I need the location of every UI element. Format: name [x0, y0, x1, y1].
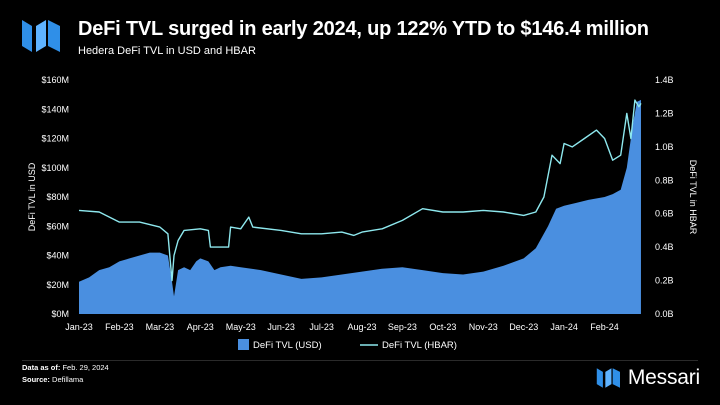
legend-usd-label: DeFi TVL (USD) [253, 340, 322, 351]
messari-logo [22, 18, 62, 54]
usd-tvl-area [79, 99, 641, 315]
x-tick-label: Jan-23 [65, 322, 93, 332]
data-as-of-note: Data as of: Feb. 29, 2024 [22, 363, 109, 372]
y-left-tick-label: $140M [41, 104, 69, 114]
x-tick-label: Oct-23 [429, 322, 456, 332]
y-right-axis-title: DeFi TVL in HBAR [688, 160, 698, 235]
data-as-of-value: Feb. 29, 2024 [62, 363, 109, 372]
source-value: Defillama [52, 375, 84, 384]
messari-brand-icon [596, 368, 620, 388]
y-right-tick-label: 0.8B [655, 175, 674, 185]
y-left-tick-label: $60M [46, 221, 69, 231]
y-right-tick-label: 1.2B [655, 108, 674, 118]
source-label: Source: [22, 375, 50, 384]
x-tick-label: May-23 [226, 322, 256, 332]
x-tick-label: Apr-23 [187, 322, 214, 332]
y-left-tick-label: $160M [41, 75, 69, 85]
x-tick-label: Jan-24 [550, 322, 578, 332]
x-tick-label: Sep-23 [388, 322, 417, 332]
messari-logo-icon [22, 20, 60, 52]
y-right-tick-label: 1.4B [655, 75, 674, 85]
y-left-tick-label: $120M [41, 134, 69, 144]
footer-divider [22, 360, 698, 361]
y-left-tick-label: $80M [46, 192, 69, 202]
x-tick-label: Jul-23 [309, 322, 334, 332]
brand: Messari [596, 366, 700, 390]
x-tick-label: Mar-23 [146, 322, 175, 332]
chart-subtitle: Hedera DeFi TVL in USD and HBAR [78, 45, 256, 57]
legend-usd-swatch [238, 339, 249, 350]
x-tick-label: Feb-24 [590, 322, 619, 332]
y-right-tick-label: 0.4B [655, 242, 674, 252]
x-tick-label: Aug-23 [347, 322, 376, 332]
x-tick-label: Nov-23 [469, 322, 498, 332]
legend-hbar-label: DeFi TVL (HBAR) [382, 340, 457, 351]
y-left-axis-title: DeFi TVL in USD [27, 162, 37, 231]
x-tick-label: Feb-23 [105, 322, 134, 332]
y-left-tick-label: $100M [41, 163, 69, 173]
y-left-tick-label: $0M [51, 309, 69, 319]
y-right-tick-label: 0.0B [655, 309, 674, 319]
data-as-of-label: Data as of: [22, 363, 61, 372]
y-right-tick-label: 0.2B [655, 276, 674, 286]
y-right-tick-label: 1.0B [655, 142, 674, 152]
source-note: Source: Defillama [22, 375, 83, 384]
y-left-tick-label: $40M [46, 251, 69, 261]
brand-name: Messari [627, 366, 700, 389]
hbar-tvl-line [78, 99, 642, 282]
y-right-tick-label: 0.6B [655, 209, 674, 219]
x-tick-label: Dec-23 [509, 322, 538, 332]
y-left-tick-label: $20M [46, 280, 69, 290]
chart-title: DeFi TVL surged in early 2024, up 122% Y… [78, 18, 649, 40]
x-tick-label: Jun-23 [267, 322, 295, 332]
